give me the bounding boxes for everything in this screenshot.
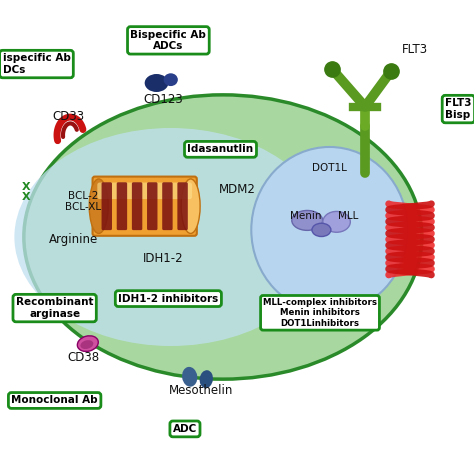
- Text: IDH1-2: IDH1-2: [143, 252, 184, 265]
- Ellipse shape: [251, 147, 408, 313]
- Ellipse shape: [200, 370, 213, 388]
- Text: ispecific Ab
DCs: ispecific Ab DCs: [2, 53, 71, 75]
- Text: DOT1L: DOT1L: [312, 163, 347, 173]
- Text: Bispecific Ab
ADCs: Bispecific Ab ADCs: [130, 29, 206, 51]
- Text: IDH1-2 inhibitors: IDH1-2 inhibitors: [118, 293, 219, 304]
- Text: CD38: CD38: [67, 351, 99, 365]
- Text: MLL-complex inhibitors
Menin inhibitors
DOT1Linhibitors: MLL-complex inhibitors Menin inhibitors …: [263, 298, 377, 328]
- Text: MDM2: MDM2: [219, 183, 255, 196]
- Ellipse shape: [182, 367, 197, 387]
- Ellipse shape: [164, 73, 178, 86]
- FancyBboxPatch shape: [147, 182, 157, 230]
- Text: MLL: MLL: [338, 210, 359, 221]
- Ellipse shape: [81, 340, 93, 349]
- Text: FLT3: FLT3: [401, 43, 428, 56]
- Ellipse shape: [89, 179, 108, 234]
- FancyBboxPatch shape: [97, 182, 192, 199]
- Text: X: X: [22, 182, 30, 192]
- Text: Recombinant
arginase: Recombinant arginase: [16, 297, 93, 319]
- Text: Arginine: Arginine: [49, 233, 98, 246]
- Ellipse shape: [24, 95, 422, 379]
- Text: CD123: CD123: [144, 93, 183, 106]
- Ellipse shape: [145, 74, 168, 92]
- Ellipse shape: [181, 179, 200, 234]
- Text: ADC: ADC: [173, 424, 197, 434]
- Ellipse shape: [77, 336, 98, 351]
- Text: Idasanutlin: Idasanutlin: [187, 145, 254, 155]
- Text: Menin: Menin: [290, 210, 321, 221]
- Text: FLT3
Bisp: FLT3 Bisp: [445, 98, 472, 120]
- Text: Mesothelin: Mesothelin: [169, 384, 234, 398]
- FancyBboxPatch shape: [132, 182, 142, 230]
- Text: X: X: [22, 191, 30, 202]
- Text: BCL-2
BCL-XL: BCL-2 BCL-XL: [65, 191, 101, 212]
- FancyBboxPatch shape: [177, 182, 188, 230]
- FancyBboxPatch shape: [92, 177, 197, 236]
- Ellipse shape: [312, 223, 331, 237]
- Text: CD33: CD33: [53, 109, 85, 123]
- Ellipse shape: [292, 210, 323, 230]
- FancyBboxPatch shape: [117, 182, 127, 230]
- FancyBboxPatch shape: [101, 182, 112, 230]
- Text: Monoclonal Ab: Monoclonal Ab: [11, 395, 98, 405]
- Ellipse shape: [14, 128, 327, 346]
- FancyBboxPatch shape: [162, 182, 173, 230]
- Ellipse shape: [323, 211, 350, 232]
